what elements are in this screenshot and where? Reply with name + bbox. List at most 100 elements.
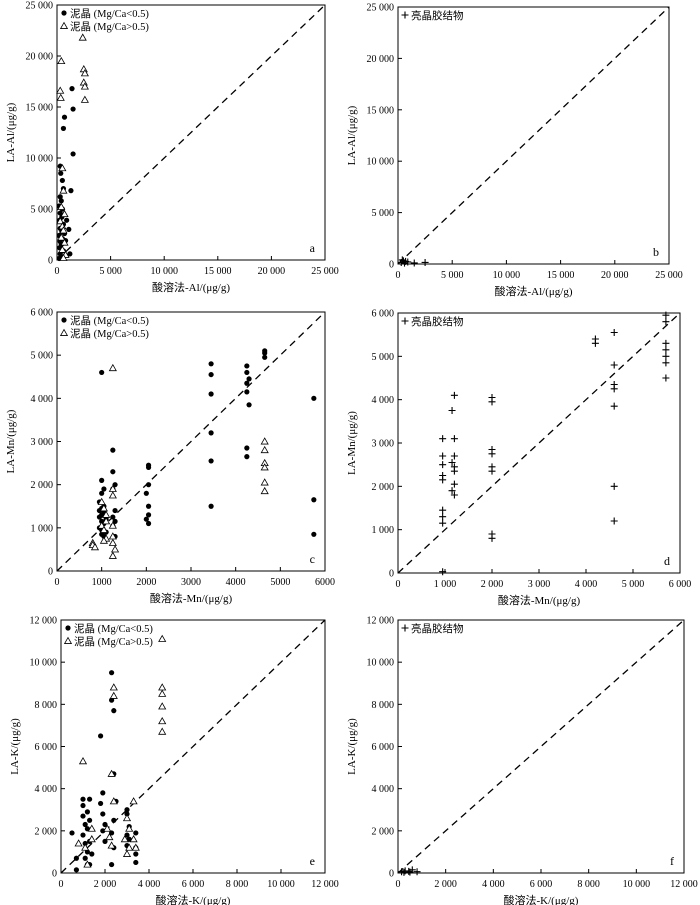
data-point	[97, 497, 106, 505]
x-tick-label: 6 000	[182, 879, 205, 890]
panel-f: 0 2 000 4 000 6 000 8 000 10 000 12 000 0 2 000 4…	[346, 616, 698, 905]
data-point	[66, 226, 72, 232]
data-point	[450, 480, 458, 488]
one-to-one-line	[397, 312, 681, 574]
data-point	[450, 491, 458, 499]
x-tick-label: 2 000	[434, 879, 457, 890]
data-point	[60, 238, 69, 246]
data-point	[112, 482, 118, 488]
y-tick-label: 3 000	[31, 437, 54, 448]
data-point	[58, 163, 67, 172]
data-point	[69, 86, 75, 92]
data-point	[87, 817, 93, 823]
legend-label: 泥晶 (Mg/Ca<0.5)	[70, 7, 149, 20]
y-tick-label: 5 000	[31, 205, 54, 216]
y-tick-label: 0	[52, 869, 57, 880]
series-dot	[56, 86, 76, 262]
one-to-one-line	[56, 4, 326, 261]
data-point	[208, 458, 214, 464]
y-axis-label: LA-Al/(μg/g)	[5, 102, 17, 162]
data-point	[103, 824, 112, 832]
data-point	[110, 447, 116, 453]
data-point	[100, 811, 106, 817]
data-point	[413, 868, 421, 876]
x-tick-label: 0	[59, 879, 64, 890]
data-point	[79, 78, 88, 86]
data-point	[311, 531, 317, 537]
x-tick-label: 4000	[226, 577, 246, 588]
data-point	[450, 467, 458, 475]
data-point	[610, 361, 618, 369]
data-point	[450, 435, 458, 443]
x-tick-label: 6 000	[530, 879, 553, 890]
legend-marker	[61, 317, 67, 323]
legend-label: 泥晶 (Mg/Ca>0.5)	[74, 635, 153, 648]
data-point	[450, 452, 458, 460]
x-axis-label: 酸溶法-K/(μg/g)	[504, 893, 579, 905]
y-tick-label: 6 000	[372, 742, 395, 753]
series-triangle	[74, 634, 167, 868]
data-point	[133, 830, 139, 836]
plot-frame	[397, 6, 670, 265]
data-point	[64, 217, 70, 223]
y-tick-label: 4 000	[31, 394, 54, 405]
one-to-one-line	[60, 619, 326, 874]
x-tick-label: 2 000	[94, 879, 117, 890]
legend-marker	[63, 636, 73, 644]
x-tick-label: 0	[55, 266, 60, 277]
data-point	[80, 802, 86, 809]
data-point	[662, 339, 670, 347]
data-point	[125, 843, 134, 851]
data-point	[145, 482, 152, 488]
x-axis-label: 酸溶法-Mn/(μg/g)	[150, 591, 233, 605]
data-point	[57, 210, 63, 216]
y-axis-label: LA-Al/(μg/g)	[346, 105, 358, 165]
y-tick-label: 5 000	[372, 352, 395, 363]
data-point	[439, 513, 447, 521]
data-point	[57, 233, 66, 241]
data-point	[439, 506, 447, 514]
data-point	[109, 670, 115, 676]
data-point	[74, 839, 83, 847]
panel-c: 0 1000 2000 3000 4000 5000 6000 0 1 000 2 000 3 00…	[5, 308, 335, 606]
data-point	[56, 86, 65, 94]
data-point	[58, 170, 64, 176]
data-point	[107, 769, 116, 777]
data-point	[406, 868, 414, 876]
data-point	[80, 69, 89, 77]
data-point	[129, 797, 138, 805]
data-point	[111, 817, 117, 823]
data-point	[488, 450, 496, 458]
data-point	[610, 402, 618, 410]
x-tick-label: 20 000	[258, 266, 286, 277]
legend-label: 亮晶胶结物	[411, 622, 464, 635]
data-point	[404, 258, 412, 266]
plot-frame	[56, 4, 326, 261]
data-point	[99, 536, 108, 544]
legend-marker	[401, 317, 409, 325]
data-point	[591, 339, 599, 347]
data-point	[488, 398, 496, 406]
data-point	[158, 689, 167, 697]
data-point	[158, 634, 167, 642]
data-point	[108, 551, 117, 559]
x-tick-label: 2000	[136, 577, 156, 588]
series-plus	[398, 866, 421, 876]
x-tick-label: 1 000	[434, 579, 457, 590]
data-point	[158, 702, 167, 710]
data-point	[57, 56, 66, 65]
data-point	[145, 464, 152, 470]
data-point	[124, 832, 130, 838]
data-point	[80, 95, 89, 103]
data-point	[122, 849, 132, 857]
data-point	[100, 790, 106, 796]
series-plus	[439, 311, 670, 576]
y-tick-label: 2 000	[31, 480, 54, 491]
data-point	[610, 517, 618, 525]
x-tick-label: 5000	[270, 577, 290, 588]
data-point	[112, 518, 118, 524]
data-point	[208, 391, 214, 397]
y-tick-label: 0	[389, 869, 394, 880]
data-point	[244, 380, 250, 386]
panel-label: f	[670, 854, 674, 868]
